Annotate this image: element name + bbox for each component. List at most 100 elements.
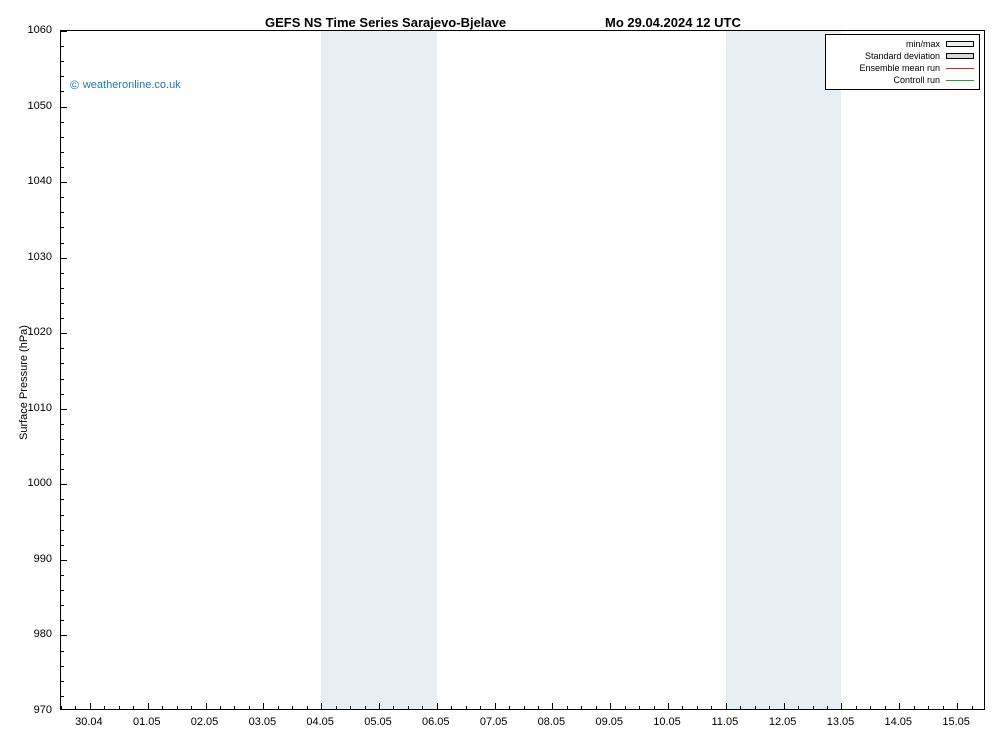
y-tick-mark [61,484,67,485]
y-tick-label: 1040 [28,175,52,187]
x-tick-label: 05.05 [364,716,392,728]
x-minor-tick [234,706,235,709]
y-minor-tick [61,605,64,606]
y-minor-tick [61,394,64,395]
x-minor-tick [697,706,698,709]
legend-label: Ensemble mean run [859,63,940,73]
x-minor-tick [711,706,712,709]
y-tick-label: 970 [34,704,52,716]
x-minor-tick [365,706,366,709]
x-tick-mark [552,703,553,709]
x-minor-tick [466,706,467,709]
x-tick-mark [263,703,264,709]
x-tick-label: 11.05 [711,716,738,728]
x-minor-tick [654,706,655,709]
x-minor-tick [336,706,337,709]
x-minor-tick [307,706,308,709]
x-minor-tick [393,706,394,709]
x-minor-tick [292,706,293,709]
x-minor-tick [350,706,351,709]
y-minor-tick [61,273,64,274]
x-tick-label: 04.05 [306,716,334,728]
x-tick-mark [841,703,842,709]
y-minor-tick [61,575,64,576]
weekend-band [379,31,437,709]
x-minor-tick [509,706,510,709]
x-minor-tick [451,706,452,709]
x-tick-label: 12.05 [769,716,797,728]
y-minor-tick [61,348,64,349]
x-minor-tick [813,706,814,709]
x-minor-tick [133,706,134,709]
y-minor-tick [61,666,64,667]
plot-area [60,30,985,710]
y-minor-tick [61,212,64,213]
y-minor-tick [61,303,64,304]
chart-container: GEFS NS Time Series Sarajevo-Bjelave Mo … [0,0,1000,733]
y-minor-tick [61,469,64,470]
y-minor-tick [61,61,64,62]
x-minor-tick [870,706,871,709]
y-tick-label: 1050 [28,100,52,112]
y-minor-tick [61,454,64,455]
x-tick-label: 02.05 [191,716,219,728]
x-minor-tick [75,706,76,709]
chart-title-right: Mo 29.04.2024 12 UTC [605,15,741,30]
x-minor-tick [885,706,886,709]
x-tick-label: 07.05 [480,716,508,728]
x-minor-tick [914,706,915,709]
y-minor-tick [61,76,64,77]
y-axis-label: Surface Pressure (hPa) [18,325,30,440]
y-minor-tick [61,696,64,697]
x-tick-mark [437,703,438,709]
x-minor-tick [119,706,120,709]
y-tick-mark [61,31,67,32]
y-minor-tick [61,288,64,289]
x-minor-tick [625,706,626,709]
x-minor-tick [639,706,640,709]
legend-label: Controll run [893,75,940,85]
x-tick-label: 08.05 [538,716,566,728]
x-tick-label: 06.05 [422,716,450,728]
x-minor-tick [798,706,799,709]
x-tick-label: 03.05 [249,716,277,728]
x-tick-mark [726,703,727,709]
legend-swatch [946,41,974,47]
y-tick-mark [61,258,67,259]
y-minor-tick [61,363,64,364]
x-tick-mark [610,703,611,709]
x-tick-label: 09.05 [595,716,623,728]
x-minor-tick [755,706,756,709]
x-minor-tick [943,706,944,709]
legend-item: Ensemble mean run [831,62,974,74]
legend-label: Standard deviation [865,51,940,61]
x-minor-tick [581,706,582,709]
y-tick-mark [61,182,67,183]
y-minor-tick [61,620,64,621]
x-tick-mark [784,703,785,709]
x-tick-mark [321,703,322,709]
legend-swatch [946,64,974,72]
x-tick-mark [957,703,958,709]
y-tick-label: 980 [34,628,52,640]
legend: min/max Standard deviation Ensemble mean r… [825,34,980,90]
y-minor-tick [61,499,64,500]
legend-item: Standard deviation [831,50,974,62]
x-minor-tick [220,706,221,709]
y-tick-mark [61,333,67,334]
x-minor-tick [278,706,279,709]
y-tick-label: 1010 [28,402,52,414]
legend-swatch [946,76,974,84]
x-minor-tick [596,706,597,709]
y-minor-tick [61,651,64,652]
y-minor-tick [61,318,64,319]
x-minor-tick [827,706,828,709]
y-minor-tick [61,227,64,228]
y-minor-tick [61,545,64,546]
y-minor-tick [61,91,64,92]
y-tick-label: 990 [34,553,52,565]
x-minor-tick [928,706,929,709]
legend-label: min/max [906,39,940,49]
y-minor-tick [61,46,64,47]
y-tick-mark [61,107,67,108]
